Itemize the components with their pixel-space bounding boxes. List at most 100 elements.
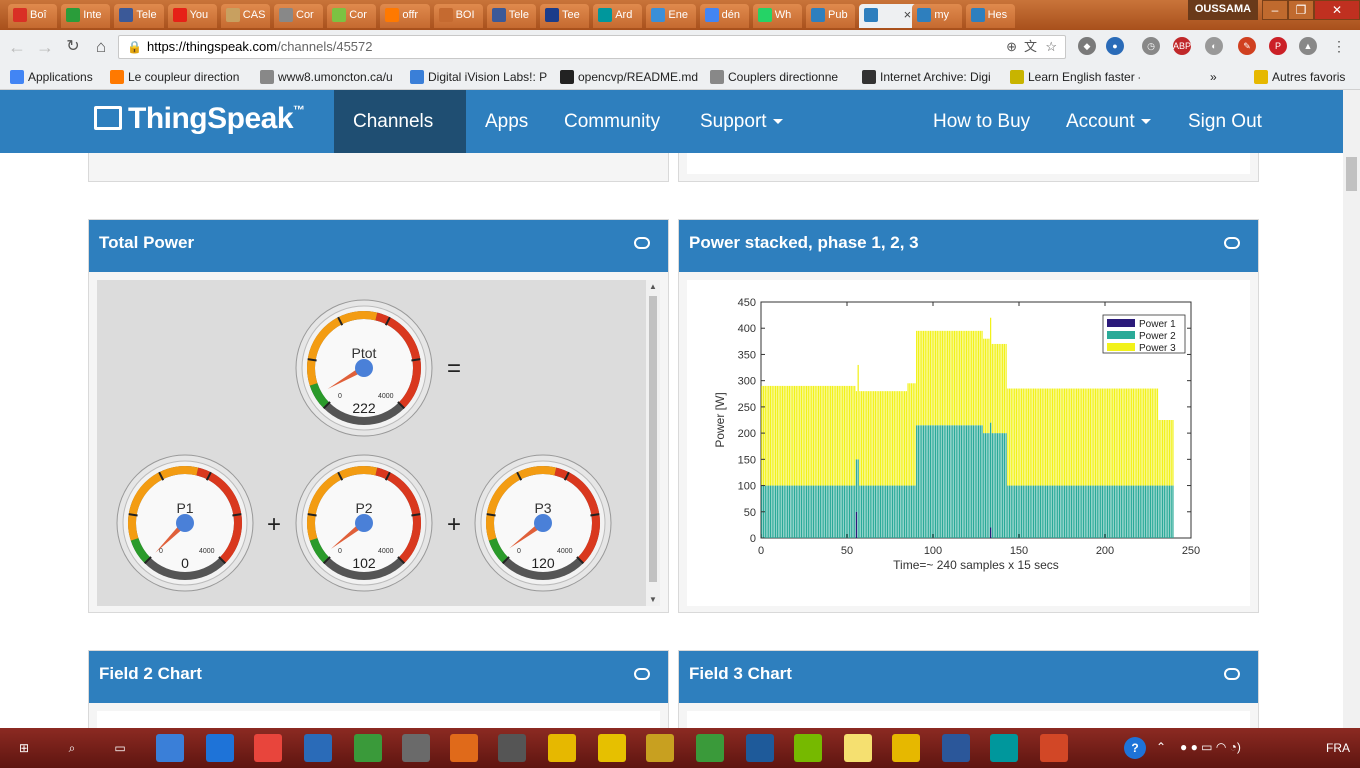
- close-tab-icon[interactable]: ×: [903, 7, 912, 22]
- start-icon[interactable]: ⊞: [18, 741, 30, 755]
- powerpoint-icon[interactable]: [1040, 734, 1068, 762]
- arduino-icon[interactable]: [990, 734, 1018, 762]
- thunderbird-ext-icon[interactable]: ●: [1106, 37, 1124, 55]
- star-icon[interactable]: ☆: [1045, 39, 1057, 54]
- notes-icon[interactable]: [844, 734, 872, 762]
- search-icon[interactable]: ⌕: [68, 741, 76, 755]
- browser-tab[interactable]: my: [912, 4, 962, 28]
- sun-icon[interactable]: [598, 734, 626, 762]
- comment-icon[interactable]: [634, 237, 650, 249]
- other-bookmarks[interactable]: Autres favoris: [1254, 68, 1345, 86]
- translate-icon[interactable]: 文: [1023, 39, 1037, 54]
- chrome-icon[interactable]: [254, 734, 282, 762]
- frame-scroll-thumb[interactable]: [649, 296, 657, 582]
- browser-tab[interactable]: offr: [380, 4, 430, 28]
- browser-tab[interactable]: Wh: [752, 4, 802, 28]
- browser-tab[interactable]: Inte: [61, 4, 111, 28]
- nav-apps[interactable]: Apps: [466, 90, 547, 153]
- browser-tab[interactable]: ×: [859, 4, 918, 28]
- browser-tab[interactable]: You: [167, 4, 217, 28]
- maximize-button[interactable]: ❐: [1288, 0, 1314, 20]
- tray-apps-icon[interactable]: ● ● ▭ ◠ ◔): [1180, 740, 1241, 754]
- explorer-icon[interactable]: [156, 734, 184, 762]
- back-button[interactable]: ←: [8, 37, 26, 57]
- frame-scrollbar[interactable]: ▲ ▼: [646, 280, 660, 606]
- folder-icon[interactable]: [892, 734, 920, 762]
- nav-account[interactable]: Account: [1047, 90, 1170, 153]
- menu-icon[interactable]: ⋮: [1332, 38, 1346, 54]
- bookmarks-more-button[interactable]: »: [1210, 70, 1217, 84]
- minimize-button[interactable]: –: [1262, 0, 1288, 20]
- home-button[interactable]: ⌂: [95, 37, 107, 56]
- w3-icon[interactable]: [696, 734, 724, 762]
- bar-power-2: [919, 425, 921, 538]
- drive-icon[interactable]: ▲: [1299, 37, 1317, 55]
- gauge-tick: [486, 513, 496, 517]
- comment-icon[interactable]: [1224, 237, 1240, 249]
- edge-icon[interactable]: [206, 734, 234, 762]
- browser-tab[interactable]: Cor: [274, 4, 324, 28]
- close-window-button[interactable]: ✕: [1314, 0, 1360, 20]
- browser-tab[interactable]: BOI: [433, 4, 483, 28]
- thingspeak-logo[interactable]: ThingSpeak™: [94, 102, 305, 136]
- browser-tab[interactable]: Pub: [806, 4, 856, 28]
- pinterest-icon[interactable]: P: [1269, 37, 1287, 55]
- nav-community[interactable]: Community: [545, 90, 679, 153]
- browser-tab[interactable]: dén: [699, 4, 749, 28]
- app2-icon[interactable]: [498, 734, 526, 762]
- zoom-icon[interactable]: ⊕: [1006, 39, 1017, 54]
- browser-tab[interactable]: Tee: [540, 4, 590, 28]
- nav-how-to-buy[interactable]: How to Buy: [914, 90, 1049, 153]
- bookmark-item[interactable]: Couplers directionne: [710, 68, 852, 86]
- browser-tab[interactable]: Tele: [486, 4, 536, 28]
- nav-sign-out[interactable]: Sign Out: [1169, 90, 1281, 153]
- tray-chevron-icon[interactable]: ⌃: [1156, 740, 1167, 754]
- browser-tab[interactable]: Hes: [965, 4, 1015, 28]
- pocket-icon[interactable]: ◆: [1078, 37, 1096, 55]
- bookmark-item[interactable]: Digital iVision Labs!: P: [410, 68, 550, 86]
- address-input[interactable]: 🔒 https://thingspeak.com/channels/45572 …: [118, 35, 1066, 59]
- browser-tab[interactable]: Boî: [8, 4, 58, 28]
- nav-support[interactable]: Support: [681, 90, 802, 153]
- profile-button[interactable]: OUSSAMA: [1188, 0, 1258, 20]
- ext-icon[interactable]: ◐: [1205, 37, 1223, 55]
- forward-button[interactable]: →: [36, 37, 54, 57]
- internet-icon[interactable]: [354, 734, 382, 762]
- reload-button[interactable]: ↻: [66, 38, 80, 55]
- bookmark-item[interactable]: Applications: [10, 68, 105, 86]
- app-icon[interactable]: [402, 734, 430, 762]
- app5-icon[interactable]: [746, 734, 774, 762]
- scroll-down-icon[interactable]: ▼: [649, 595, 657, 604]
- thunderbird-icon[interactable]: [304, 734, 332, 762]
- browser-tab[interactable]: CAS: [220, 4, 270, 28]
- ext2-icon[interactable]: ✎: [1238, 37, 1256, 55]
- clock-ext-icon[interactable]: ◷: [1142, 37, 1160, 55]
- page-scroll-thumb[interactable]: [1346, 157, 1357, 191]
- bookmark-item[interactable]: Internet Archive: Digi: [862, 68, 1002, 86]
- bookmark-item[interactable]: Learn English faster -: [1010, 68, 1140, 86]
- browser-tab[interactable]: Cor: [327, 4, 377, 28]
- browser-tab[interactable]: Ene: [646, 4, 696, 28]
- language-indicator[interactable]: FRA: [1326, 741, 1350, 755]
- matlab-icon[interactable]: [450, 734, 478, 762]
- scroll-up-icon[interactable]: ▲: [649, 282, 657, 291]
- word-icon[interactable]: [942, 734, 970, 762]
- nav-channels[interactable]: Channels: [334, 90, 466, 187]
- bookmark-item[interactable]: Le coupleur direction: [110, 68, 252, 86]
- app3-icon[interactable]: [548, 734, 576, 762]
- comment-icon[interactable]: [1224, 668, 1240, 680]
- task-view-icon[interactable]: ▭: [114, 741, 126, 755]
- page-scrollbar[interactable]: [1343, 90, 1360, 728]
- bar-power-2: [993, 433, 995, 538]
- bookmark-item[interactable]: opencvp/README.md: [560, 68, 700, 86]
- comment-icon[interactable]: [634, 668, 650, 680]
- bar-power-3: [904, 391, 906, 486]
- browser-tab[interactable]: Tele: [114, 4, 164, 28]
- nvidia-icon[interactable]: [794, 734, 822, 762]
- adblock-icon[interactable]: ABP: [1173, 37, 1191, 55]
- browser-tab[interactable]: Ard: [593, 4, 643, 28]
- power-stacked-panel: Power stacked, phase 1, 2, 3 0 50 100 150 20…: [678, 219, 1259, 613]
- app4-icon[interactable]: [646, 734, 674, 762]
- bookmark-item[interactable]: www8.umoncton.ca/u: [260, 68, 400, 86]
- help-icon[interactable]: ?: [1124, 737, 1146, 759]
